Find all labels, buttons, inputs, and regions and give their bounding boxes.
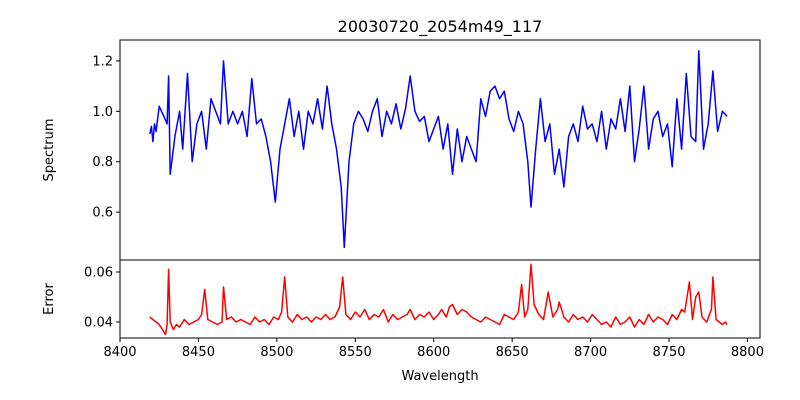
x-tick-label: 8600 (417, 345, 450, 360)
error-series-line (149, 263, 728, 336)
x-tick-label: 8550 (339, 345, 372, 360)
spectrum-y-tick-label: 1.0 (92, 105, 113, 120)
x-tick-label: 8800 (731, 345, 764, 360)
spectrum-series-line (149, 50, 728, 249)
x-tick-label: 8650 (496, 345, 529, 360)
error-y-tick-label: 0.04 (84, 316, 113, 331)
error-y-tick-label: 0.06 (84, 266, 113, 281)
spectrum-axes-frame (119, 39, 761, 261)
spectrum-y-label: Spectrum (42, 119, 57, 182)
spectrum-y-tick-label: 0.8 (92, 155, 113, 170)
chart-title: 20030720_2054m49_117 (338, 17, 543, 37)
spectrum-y-tick-label: 1.2 (92, 54, 113, 69)
x-tick-label: 8700 (574, 345, 607, 360)
x-tick-label: 8400 (103, 345, 136, 360)
x-tick-label: 8750 (652, 345, 685, 360)
x-tick-label: 8450 (182, 345, 215, 360)
x-axis-label: Wavelength (401, 369, 478, 384)
spectrum-y-tick-label: 0.6 (92, 206, 113, 221)
error-axes-frame (119, 259, 761, 339)
error-y-label: Error (42, 283, 57, 315)
x-tick-label: 8500 (260, 345, 293, 360)
